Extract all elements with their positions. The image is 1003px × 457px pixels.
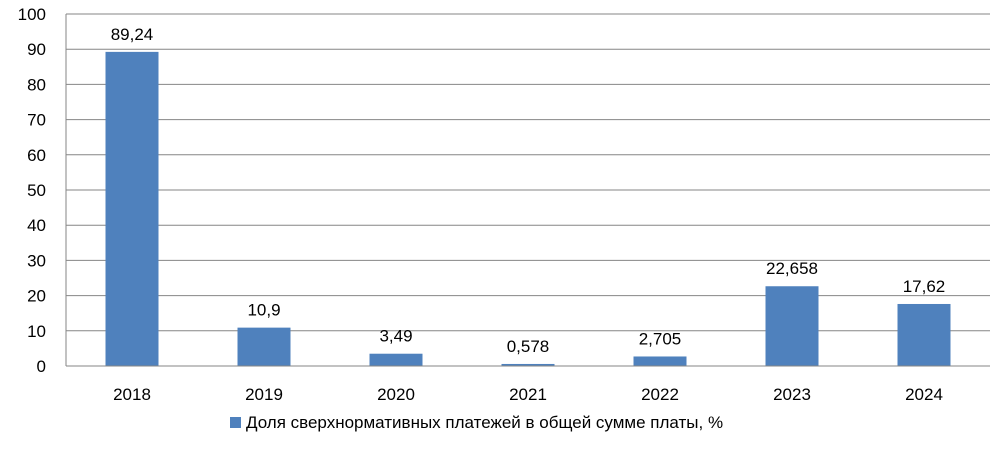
data-label-2023: 22,658 [766,259,818,278]
y-tick-label: 90 [27,40,46,59]
y-tick-label: 100 [18,5,46,24]
x-tick-label: 2023 [773,385,811,404]
legend-swatch [230,417,241,428]
legend-label: Доля сверхнормативных платежей в общей с… [246,413,723,432]
bar-2022 [633,356,687,366]
bar-2023 [765,286,819,366]
y-tick-label: 50 [27,181,46,200]
x-tick-label: 2018 [113,385,151,404]
data-label-2020: 3,49 [379,327,412,346]
y-tick-label: 10 [27,322,46,341]
x-tick-label: 2020 [377,385,415,404]
y-tick-label: 0 [37,357,46,376]
y-tick-label: 40 [27,216,46,235]
data-label-2021: 0,578 [507,337,550,356]
legend: Доля сверхнормативных платежей в общей с… [230,413,723,432]
bar-2018 [105,51,159,367]
bar-2024 [897,303,951,366]
x-tick-label: 2019 [245,385,283,404]
y-tick-label: 20 [27,287,46,306]
bar-2021 [501,363,555,366]
x-tick-label: 2022 [641,385,679,404]
data-label-2022: 2,705 [639,329,682,348]
data-label-2018: 89,24 [111,25,154,44]
x-tick-label: 2024 [905,385,943,404]
bars: 89,24 10,9 3,49 0,578 2,705 22,658 17,62 [105,25,951,367]
y-tick-label: 80 [27,75,46,94]
x-axis: 2018 2019 2020 2021 2022 2023 2024 [66,365,990,404]
data-label-2024: 17,62 [903,277,946,296]
bar-2019 [237,327,291,366]
bar-2020 [369,353,423,366]
y-axis: 0 10 20 30 40 50 60 70 80 90 100 [18,5,67,376]
gridlines [66,13,990,332]
y-tick-label: 30 [27,251,46,270]
data-label-2019: 10,9 [247,301,280,320]
y-tick-label: 70 [27,111,46,130]
x-tick-label: 2021 [509,385,547,404]
y-tick-label: 60 [27,146,46,165]
